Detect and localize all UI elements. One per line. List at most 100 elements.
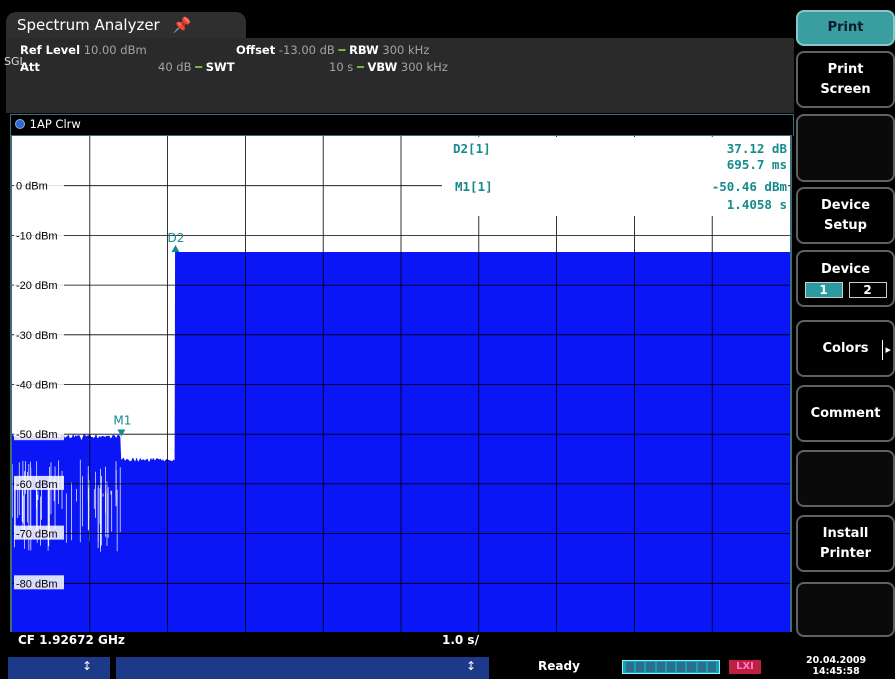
softkey-label: Print	[827, 61, 864, 77]
ref-level-label: Ref Level	[20, 43, 81, 57]
coupling-indicator: ━	[338, 43, 346, 57]
softkey-label: Install	[822, 525, 869, 541]
app-title: Spectrum Analyzer	[17, 16, 160, 34]
y-tick-label: 0 dBm	[16, 181, 48, 193]
device-option-1[interactable]: 1	[804, 281, 843, 298]
softkey-blank-9[interactable]	[796, 582, 895, 637]
y-tick-label: -70 dBm	[16, 529, 58, 541]
marker-d2-symbol	[171, 244, 180, 252]
tick-label-bg	[14, 177, 64, 192]
spectrum-plot[interactable]: 0 dBm -10 dBm -20 dBm -30 dBm -40 dBm -50 dBm…	[12, 136, 790, 633]
scroll-arrows-icon: ↕	[466, 659, 477, 673]
instrument-screen: Spectrum Analyzer 📌 Ref Level 10.00 dBm …	[4, 12, 794, 650]
marker-m1-name: M1[1]	[455, 179, 493, 194]
y-tick-label: -20 dBm	[16, 280, 58, 292]
settings-panel: Ref Level 10.00 dBm Offset -13.00 dB ━ R…	[6, 38, 794, 113]
softkey-panel: Print Print Screen Device Setup Device 1 2 Color…	[796, 0, 895, 652]
marker-d2-value: 37.12 dB	[727, 141, 788, 156]
softkey-label: Comment	[810, 405, 881, 421]
tick-label-bg	[14, 277, 64, 292]
softkey-print-screen[interactable]: Print Screen	[796, 51, 895, 108]
y-tick-label: -40 dBm	[16, 380, 58, 392]
marker-d2-name: D2[1]	[453, 141, 491, 156]
device-option-2[interactable]: 2	[848, 281, 887, 298]
vbw-value: 300 kHz	[400, 60, 448, 74]
softkey-install-printer[interactable]: Install Printer	[796, 515, 895, 572]
y-tick-label: -10 dBm	[16, 230, 58, 242]
status-ready: Ready	[538, 659, 580, 673]
pin-icon[interactable]: 📌	[172, 16, 192, 34]
rbw-label: RBW	[349, 43, 379, 57]
submenu-arrow-icon: ▸	[882, 340, 891, 360]
scroll-arrows-icon: ↕	[82, 659, 93, 673]
swt-value: 10 s	[329, 60, 354, 74]
softkey-label: Print	[827, 20, 864, 35]
softkey-print[interactable]: Print	[796, 10, 895, 46]
app-title-tab[interactable]: Spectrum Analyzer 📌	[6, 12, 246, 38]
progress-meter	[622, 660, 720, 674]
softkey-device[interactable]: Device 1 2	[796, 250, 895, 307]
tick-label-bg	[14, 426, 64, 441]
status-time: 14:45:58	[812, 666, 860, 677]
status-date: 20.04.2009	[806, 655, 867, 666]
softkey-device-setup[interactable]: Device Setup	[796, 187, 895, 244]
swt-value-group: 10 s ━ VBW 300 kHz	[329, 60, 448, 74]
tick-label-bg	[14, 326, 64, 341]
softkey-label: Colors	[822, 340, 869, 356]
softkey-label: Setup	[824, 217, 867, 233]
status-field-2[interactable]: ↕	[116, 657, 489, 679]
offset-value: -13.00 dB	[278, 43, 335, 57]
att-value-group: 40 dB ━ SWT	[158, 60, 235, 74]
marker-d2-time: 695.7 ms	[727, 157, 787, 172]
status-bar: ↕ ↕	[0, 652, 895, 679]
diagram-area[interactable]: 0 dBm -10 dBm -20 dBm -30 dBm -40 dBm -50 dBm…	[10, 135, 792, 635]
lxi-logo: LXI	[729, 660, 761, 674]
softkey-blank-2[interactable]	[796, 114, 895, 182]
ref-level-value: 10.00 dBm	[83, 43, 147, 57]
marker-m1-symbol	[117, 429, 126, 437]
title-strip	[246, 12, 794, 38]
softkey-label: Device	[820, 197, 871, 213]
marker-panel-bg	[442, 137, 788, 232]
marker-m1-value: -50.46 dBm	[712, 179, 788, 194]
trace-label-bar[interactable]: 1AP Clrw	[10, 114, 794, 136]
att-value: 40 dB	[158, 60, 192, 74]
softkey-blank-7[interactable]	[796, 450, 895, 507]
trace-label: 1AP Clrw	[29, 117, 81, 131]
rbw-value: 300 kHz	[382, 43, 430, 57]
softkey-colors[interactable]: Colors ▸	[796, 320, 895, 377]
softkey-label: Device	[820, 261, 871, 277]
tick-label-bg	[14, 525, 64, 540]
coupling-indicator: ━	[195, 60, 203, 74]
y-tick-label: -80 dBm	[16, 578, 58, 590]
marker-m1-label: M1	[113, 413, 131, 427]
offset-label: Offset	[236, 43, 276, 57]
diagram-footer: CF 1.92672 GHz 1.0 s/	[10, 632, 792, 650]
vbw-label: VBW	[367, 60, 398, 74]
sweep-mode: SGL	[4, 55, 26, 68]
tick-label-bg	[14, 475, 64, 490]
trace-indicator-icon	[15, 119, 25, 129]
settings-row-1: Ref Level 10.00 dBm	[20, 43, 147, 57]
tick-label-bg	[14, 376, 64, 391]
offset-group: Offset -13.00 dB ━ RBW 300 kHz	[236, 43, 429, 57]
att-group: Att	[20, 60, 40, 74]
time-per-division: 1.0 s/	[442, 633, 479, 647]
y-tick-label: -50 dBm	[16, 429, 58, 441]
softkey-label: Printer	[819, 545, 872, 561]
status-field-1[interactable]: ↕	[8, 657, 110, 679]
att-label: Att	[20, 60, 40, 74]
y-tick-label: -30 dBm	[16, 330, 58, 342]
tick-label-bg	[14, 575, 64, 590]
coupling-indicator: ━	[356, 60, 364, 74]
center-frequency: CF 1.92672 GHz	[18, 633, 125, 647]
tick-label-bg	[14, 227, 64, 242]
swt-label: SWT	[205, 60, 235, 74]
softkey-comment[interactable]: Comment	[796, 385, 895, 442]
y-tick-label: -60 dBm	[16, 479, 58, 491]
marker-d2-label: D2	[167, 231, 184, 245]
date-time: 20.04.2009 14:45:58	[806, 655, 866, 677]
softkey-label: Screen	[820, 81, 871, 97]
marker-m1-time: 1.4058 s	[727, 197, 787, 212]
